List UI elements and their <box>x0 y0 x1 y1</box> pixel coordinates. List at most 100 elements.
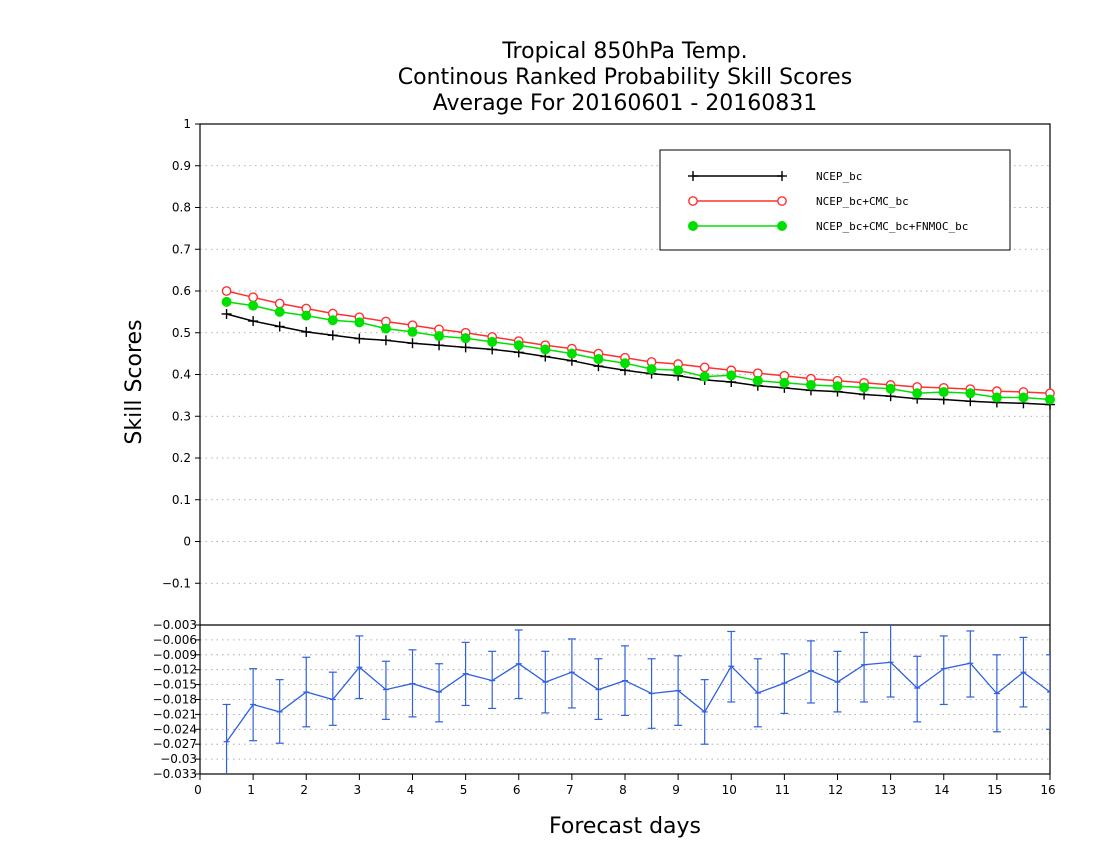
x-tick-label: 7 <box>566 783 574 797</box>
difference-y-ticks: −0.033−0.03−0.027−0.024−0.021−0.018−0.01… <box>153 618 200 781</box>
data-point <box>805 379 816 390</box>
series-2 <box>221 286 1055 399</box>
main-y-tick-label: 0.9 <box>172 159 191 173</box>
difference-y-tick-label: −0.012 <box>153 663 197 677</box>
error-bar <box>966 630 975 698</box>
data-point <box>513 340 524 351</box>
main-y-tick-label: 0.4 <box>172 368 191 382</box>
error-bar <box>700 679 709 745</box>
legend-label: NCEP_bc+CMC_bc+FNMOC_bc <box>816 220 968 233</box>
chart-period: Average For 20160601 - 20160831 <box>433 91 818 116</box>
difference-y-tick-label: −0.021 <box>153 707 197 721</box>
data-point <box>726 370 737 381</box>
x-tick-label: 5 <box>460 783 468 797</box>
difference-layer <box>222 625 1050 774</box>
difference-y-tick-label: −0.024 <box>153 722 197 736</box>
data-point <box>460 342 471 353</box>
chart-subtitle: Continous Ranked Probability Skill Score… <box>398 65 852 90</box>
data-point <box>566 348 577 359</box>
data-point <box>274 298 285 309</box>
error-bar <box>1046 654 1050 730</box>
error-bar <box>753 658 762 728</box>
data-point <box>380 335 391 346</box>
data-point <box>699 371 710 382</box>
main-y-tick-label: 0.7 <box>172 242 191 256</box>
data-point <box>1045 394 1055 405</box>
main-y-ticks: −0.1 0 0.1 0.2 0.3 0.4 0.5 0.6 0.7 0.8 0.9 1 <box>162 117 200 590</box>
error-bar <box>275 679 284 744</box>
main-y-tick-label: 0.8 <box>172 201 191 215</box>
x-tick-label: 0 <box>194 783 202 797</box>
data-point <box>301 310 312 321</box>
x-tick-label: 12 <box>828 783 843 797</box>
difference-y-tick-label: −0.03 <box>160 752 197 766</box>
x-tick-label: 6 <box>513 783 521 797</box>
difference-y-tick-label: −0.027 <box>153 737 197 751</box>
difference-y-tick-label: −0.018 <box>153 693 197 707</box>
data-point <box>434 340 445 351</box>
main-y-tick-label: 1 <box>183 117 191 131</box>
error-bar <box>249 668 258 742</box>
x-tick-label: 15 <box>987 783 1002 797</box>
error-bar <box>541 650 550 714</box>
difference-series <box>222 625 1050 774</box>
error-bar <box>1019 636 1028 708</box>
error-bar <box>939 635 948 706</box>
x-tick-label: 3 <box>354 783 362 797</box>
x-tick-label: 16 <box>1040 783 1055 797</box>
data-point <box>327 315 338 326</box>
error-bar <box>780 653 789 715</box>
main-y-tick-label: −0.1 <box>162 576 191 590</box>
data-point <box>221 296 232 307</box>
series-layer <box>221 286 1055 410</box>
data-point <box>1018 392 1029 403</box>
data-point <box>965 388 976 399</box>
difference-y-tick-label: −0.009 <box>153 648 197 662</box>
difference-y-tick-label: −0.006 <box>153 633 197 647</box>
legend-marker <box>688 171 698 181</box>
chart-title: Tropical 850hPa Temp. <box>501 39 747 64</box>
legend-entry: NCEP_bc+CMC_bc+FNMOC_bc <box>688 220 968 233</box>
legend-marker <box>777 196 787 206</box>
main-y-tick-label: 0.3 <box>172 409 191 423</box>
data-point <box>859 382 870 393</box>
main-y-tick-label: 0.6 <box>172 284 191 298</box>
x-tick-label: 10 <box>722 783 737 797</box>
x-axis-title: Forecast days <box>549 814 701 839</box>
difference-line <box>226 661 1050 743</box>
series-3 <box>221 296 1055 405</box>
error-bar <box>567 638 576 709</box>
main-y-tick-label: 0.5 <box>172 326 191 340</box>
difference-y-tick-label: −0.015 <box>153 678 197 692</box>
error-bar <box>355 635 364 700</box>
legend-label: NCEP_bc <box>816 170 862 183</box>
series-line <box>226 290 1051 395</box>
data-point <box>779 377 790 388</box>
x-tick-label: 8 <box>619 783 627 797</box>
data-point <box>248 300 259 311</box>
main-y-tick-label: 0.1 <box>172 493 191 507</box>
data-point <box>248 316 259 327</box>
data-point <box>407 338 418 349</box>
data-point <box>301 326 312 337</box>
error-bar <box>647 658 656 729</box>
error-bar <box>302 656 311 728</box>
data-point <box>938 387 949 398</box>
error-bar <box>222 703 231 774</box>
data-point <box>274 321 285 332</box>
x-ticks: 0 1 2 3 4 5 6 7 8 9 10 11 12 13 14 15 16 <box>194 774 1056 797</box>
x-tick-label: 9 <box>672 783 680 797</box>
legend-marker <box>688 221 698 231</box>
error-bar <box>727 630 736 703</box>
data-point <box>620 358 630 369</box>
data-point <box>460 333 471 344</box>
data-point <box>673 365 684 376</box>
data-point <box>221 308 232 319</box>
x-tick-label: 14 <box>934 783 949 797</box>
data-point <box>646 364 657 375</box>
x-tick-label: 1 <box>247 783 255 797</box>
y-axis-title: Skill Scores <box>122 319 147 444</box>
legend-marker <box>777 221 787 231</box>
data-point <box>912 388 923 399</box>
data-point <box>540 344 551 355</box>
